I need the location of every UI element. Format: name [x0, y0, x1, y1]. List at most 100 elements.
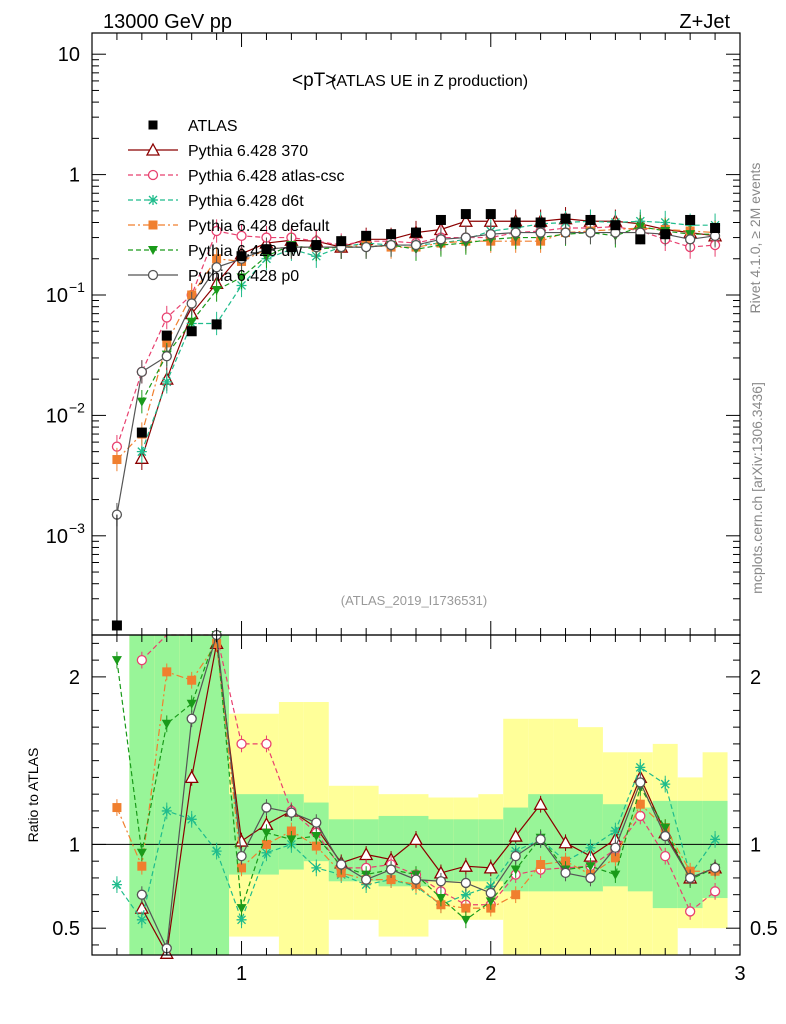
legend-label: Pythia 6.428 atlas-csc	[188, 168, 345, 185]
series-point	[535, 227, 546, 238]
legend-entry: Pythia 6.428 dw	[128, 243, 302, 260]
series-point	[161, 312, 172, 323]
legend-entry: Pythia 6.428 default	[128, 218, 330, 235]
data-point	[211, 319, 222, 330]
data-point	[710, 223, 721, 234]
ratio-point	[162, 667, 172, 677]
data-point	[336, 236, 347, 247]
legend-marker	[145, 142, 161, 156]
ratio-point	[111, 656, 122, 666]
ratio-panel	[92, 629, 740, 959]
ratio-point	[186, 814, 197, 825]
ratio-point	[311, 862, 322, 873]
data-point	[610, 220, 621, 231]
y-tick-exponent: −2	[69, 399, 85, 415]
data-point	[535, 217, 546, 228]
ratio-point	[161, 805, 172, 816]
ratio-point	[461, 903, 471, 913]
ratio-point	[610, 826, 621, 837]
series-point	[510, 227, 521, 238]
stat-uncertainty-band	[179, 635, 230, 955]
x-tick-label: 1	[236, 963, 247, 985]
data-series	[111, 209, 721, 635]
data-point	[460, 209, 471, 220]
legend-marker	[148, 220, 158, 230]
rivet-label: Rivet 4.1.0, ≥ 2M events	[747, 163, 763, 314]
series-point	[112, 455, 122, 465]
ratio-point	[111, 879, 122, 890]
ratio-point	[585, 862, 596, 872]
series-point	[161, 351, 172, 362]
energy-label: 13000 GeV pp	[103, 11, 232, 33]
ratio-point	[635, 810, 646, 822]
series-point	[211, 286, 222, 296]
data-point	[635, 234, 646, 245]
series-point	[136, 397, 147, 407]
ratio-point	[136, 654, 147, 666]
ratio-point	[635, 777, 646, 788]
ratio-point	[560, 867, 571, 879]
legend-label: Pythia 6.428 default	[188, 218, 330, 235]
ratio-point	[510, 851, 521, 862]
series-point	[236, 230, 247, 241]
data-point	[660, 229, 671, 240]
y-tick-exponent: −1	[69, 279, 85, 295]
series-point	[211, 262, 222, 273]
series-point	[485, 229, 496, 240]
ratio-point	[460, 877, 471, 889]
ratio-point	[361, 874, 372, 885]
stat-uncertainty-band	[677, 800, 703, 909]
legend-marker	[147, 169, 159, 181]
data-point	[161, 330, 172, 341]
stat-uncertainty-band	[702, 800, 728, 899]
ratio-point	[187, 675, 197, 685]
series-point	[211, 225, 222, 237]
ratio-point	[635, 762, 646, 773]
ratio-point	[410, 874, 422, 885]
data-point	[560, 213, 571, 224]
legend: ATLAS Pythia 6.428 370 Pythia 6.428 atlas-…	[128, 118, 345, 285]
ratio-point	[136, 848, 147, 858]
data-point	[510, 217, 521, 228]
ratio-point	[508, 828, 523, 842]
data-point	[386, 229, 397, 240]
ratio-tick-label: 0.5	[52, 918, 80, 940]
ratio-tick-label-right: 0.5	[750, 918, 778, 940]
main-panel	[111, 207, 723, 635]
series-point	[136, 366, 147, 377]
ratio-point	[585, 872, 596, 884]
legend-entry: ATLAS	[148, 118, 238, 135]
chart-title: <pT>	[292, 70, 336, 91]
ratio-point	[460, 915, 471, 925]
legend-marker	[147, 269, 159, 281]
ratio-point	[610, 870, 621, 880]
ratio-point	[685, 906, 696, 917]
stat-uncertainty-band	[154, 635, 180, 955]
series-point	[186, 317, 197, 327]
legend-label: Pythia 6.428 d6t	[188, 193, 304, 210]
ratio-point	[311, 817, 322, 828]
data-point	[485, 209, 496, 220]
ratio-point	[685, 872, 696, 884]
series-point	[186, 298, 197, 309]
ratio-point	[610, 853, 620, 863]
legend-label: Pythia 6.428 dw	[188, 243, 302, 260]
chart-subtitle: (ATLAS UE in Z production)	[331, 73, 528, 90]
ratio-point	[261, 828, 272, 838]
ratio-point	[386, 875, 396, 885]
ratio-point	[535, 834, 546, 845]
ratio-point	[485, 897, 496, 907]
data-point	[286, 242, 297, 253]
ratio-point	[311, 841, 321, 851]
ratio-point	[385, 864, 397, 875]
ratio-point	[136, 889, 147, 900]
ratio-point	[610, 842, 621, 853]
ratio-point	[660, 779, 671, 790]
ratio-point	[709, 862, 721, 874]
ratio-point	[261, 738, 272, 750]
data-point	[585, 214, 596, 225]
ratio-point	[236, 738, 247, 750]
series-5	[111, 220, 721, 527]
ratio-point	[184, 770, 199, 784]
